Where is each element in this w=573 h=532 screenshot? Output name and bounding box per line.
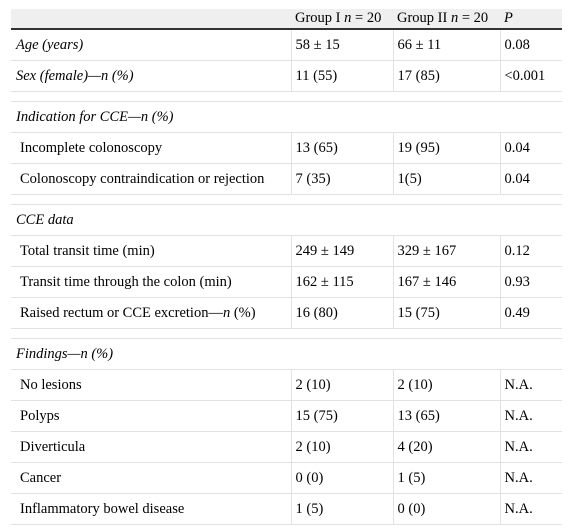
- cell-p: <0.001: [500, 60, 562, 92]
- data-table: Group I n = 20 Group II n = 20 P Age (ye…: [11, 9, 562, 525]
- group2-value: = 20: [458, 10, 489, 26]
- cell-group2: 66 ± 11: [393, 29, 501, 61]
- cell-group1: 15 (75): [291, 400, 394, 432]
- row-label: Polyps: [11, 400, 292, 432]
- header-group1: Group I n = 20: [291, 9, 393, 30]
- spacer-row: [11, 328, 562, 339]
- cell-p: 0.04: [500, 163, 562, 195]
- header-group2: Group II n = 20: [393, 9, 500, 30]
- header-row: Group I n = 20 Group II n = 20 P: [11, 9, 562, 30]
- table-row: Polyps 15 (75) 13 (65) N.A.: [11, 400, 562, 432]
- cell-p: 0.12: [500, 235, 562, 267]
- row-label: Cancer: [11, 462, 292, 494]
- header-p: P: [500, 9, 562, 30]
- table-row: Age (years) 58 ± 15 66 ± 11 0.08: [11, 29, 562, 61]
- row-label: Sex (female)—n (%): [11, 60, 292, 92]
- cell-group1: 249 ± 149: [291, 235, 394, 267]
- cell-group2: 329 ± 167: [393, 235, 501, 267]
- cell-group2: 1 (5): [393, 462, 501, 494]
- raised-label-n: n: [222, 304, 231, 321]
- spacer-row: [11, 194, 562, 205]
- row-label: No lesions: [11, 369, 292, 401]
- p-label: P: [504, 10, 513, 26]
- row-label: Total transit time (min): [11, 235, 292, 267]
- cell-p: N.A.: [500, 431, 562, 463]
- section-title: Findings—n (%): [11, 338, 562, 370]
- cell-group2: 167 ± 146: [393, 266, 501, 298]
- cell-p: N.A.: [500, 493, 562, 525]
- cell-group1: 16 (80): [291, 297, 394, 329]
- cell-group2: 1(5): [393, 163, 501, 195]
- group2-n: n: [450, 10, 459, 26]
- row-label: Inflammatory bowel disease: [11, 493, 292, 525]
- section-title: Indication for CCE—n (%): [11, 101, 562, 133]
- table-row: Raised rectum or CCE excretion—n (%) 16 …: [11, 297, 562, 329]
- cell-p: 0.49: [500, 297, 562, 329]
- cell-p: 0.08: [500, 29, 562, 61]
- cell-group2: 17 (85): [393, 60, 501, 92]
- group2-label: Group II: [397, 10, 451, 26]
- cell-group1: 1 (5): [291, 493, 394, 525]
- section-row: Findings—n (%): [11, 338, 562, 370]
- cell-group1: 0 (0): [291, 462, 394, 494]
- row-label: Incomplete colonoscopy: [11, 132, 292, 164]
- cell-group1: 58 ± 15: [291, 29, 394, 61]
- cell-group2: 15 (75): [393, 297, 501, 329]
- cell-group2: 13 (65): [393, 400, 501, 432]
- row-label: Age (years): [11, 29, 292, 61]
- cell-group1: 13 (65): [291, 132, 394, 164]
- group1-value: = 20: [351, 10, 382, 26]
- section-row: Indication for CCE—n (%): [11, 101, 562, 133]
- spacer-row: [11, 91, 562, 102]
- table-row: Incomplete colonoscopy 13 (65) 19 (95) 0…: [11, 132, 562, 164]
- table-row: Diverticula 2 (10) 4 (20) N.A.: [11, 431, 562, 463]
- table-row: Inflammatory bowel disease 1 (5) 0 (0) N…: [11, 493, 562, 525]
- table-row: Cancer 0 (0) 1 (5) N.A.: [11, 462, 562, 494]
- group1-n: n: [344, 10, 352, 26]
- cell-p: N.A.: [500, 462, 562, 494]
- table-row: Colonoscopy contraindication or rejectio…: [11, 163, 562, 195]
- table-row: Total transit time (min) 249 ± 149 329 ±…: [11, 235, 562, 267]
- cell-group1: 2 (10): [291, 369, 394, 401]
- table-container: Group I n = 20 Group II n = 20 P Age (ye…: [11, 9, 562, 525]
- row-label: Colonoscopy contraindication or rejectio…: [11, 163, 292, 195]
- cell-group2: 4 (20): [393, 431, 501, 463]
- header-blank: [11, 9, 291, 30]
- raised-label-a: Raised rectum or CCE excretion—: [20, 304, 223, 321]
- row-label: Transit time through the colon (min): [11, 266, 292, 298]
- cell-group1: 11 (55): [291, 60, 394, 92]
- cell-p: N.A.: [500, 369, 562, 401]
- cell-group1: 2 (10): [291, 431, 394, 463]
- table-row: Transit time through the colon (min) 162…: [11, 266, 562, 298]
- cell-group2: 0 (0): [393, 493, 501, 525]
- table-row: Sex (female)—n (%) 11 (55) 17 (85) <0.00…: [11, 60, 562, 92]
- cell-group2: 2 (10): [393, 369, 501, 401]
- group1-label: Group I: [295, 10, 345, 26]
- section-row: CCE data: [11, 204, 562, 236]
- cell-group1: 162 ± 115: [291, 266, 394, 298]
- cell-group1: 7 (35): [291, 163, 394, 195]
- row-label: Raised rectum or CCE excretion—n (%): [11, 297, 292, 329]
- table-row: No lesions 2 (10) 2 (10) N.A.: [11, 369, 562, 401]
- row-label: Diverticula: [11, 431, 292, 463]
- raised-label-b: (%): [230, 304, 256, 321]
- cell-p: N.A.: [500, 400, 562, 432]
- cell-group2: 19 (95): [393, 132, 501, 164]
- section-title: CCE data: [11, 204, 562, 236]
- cell-p: 0.93: [500, 266, 562, 298]
- cell-p: 0.04: [500, 132, 562, 164]
